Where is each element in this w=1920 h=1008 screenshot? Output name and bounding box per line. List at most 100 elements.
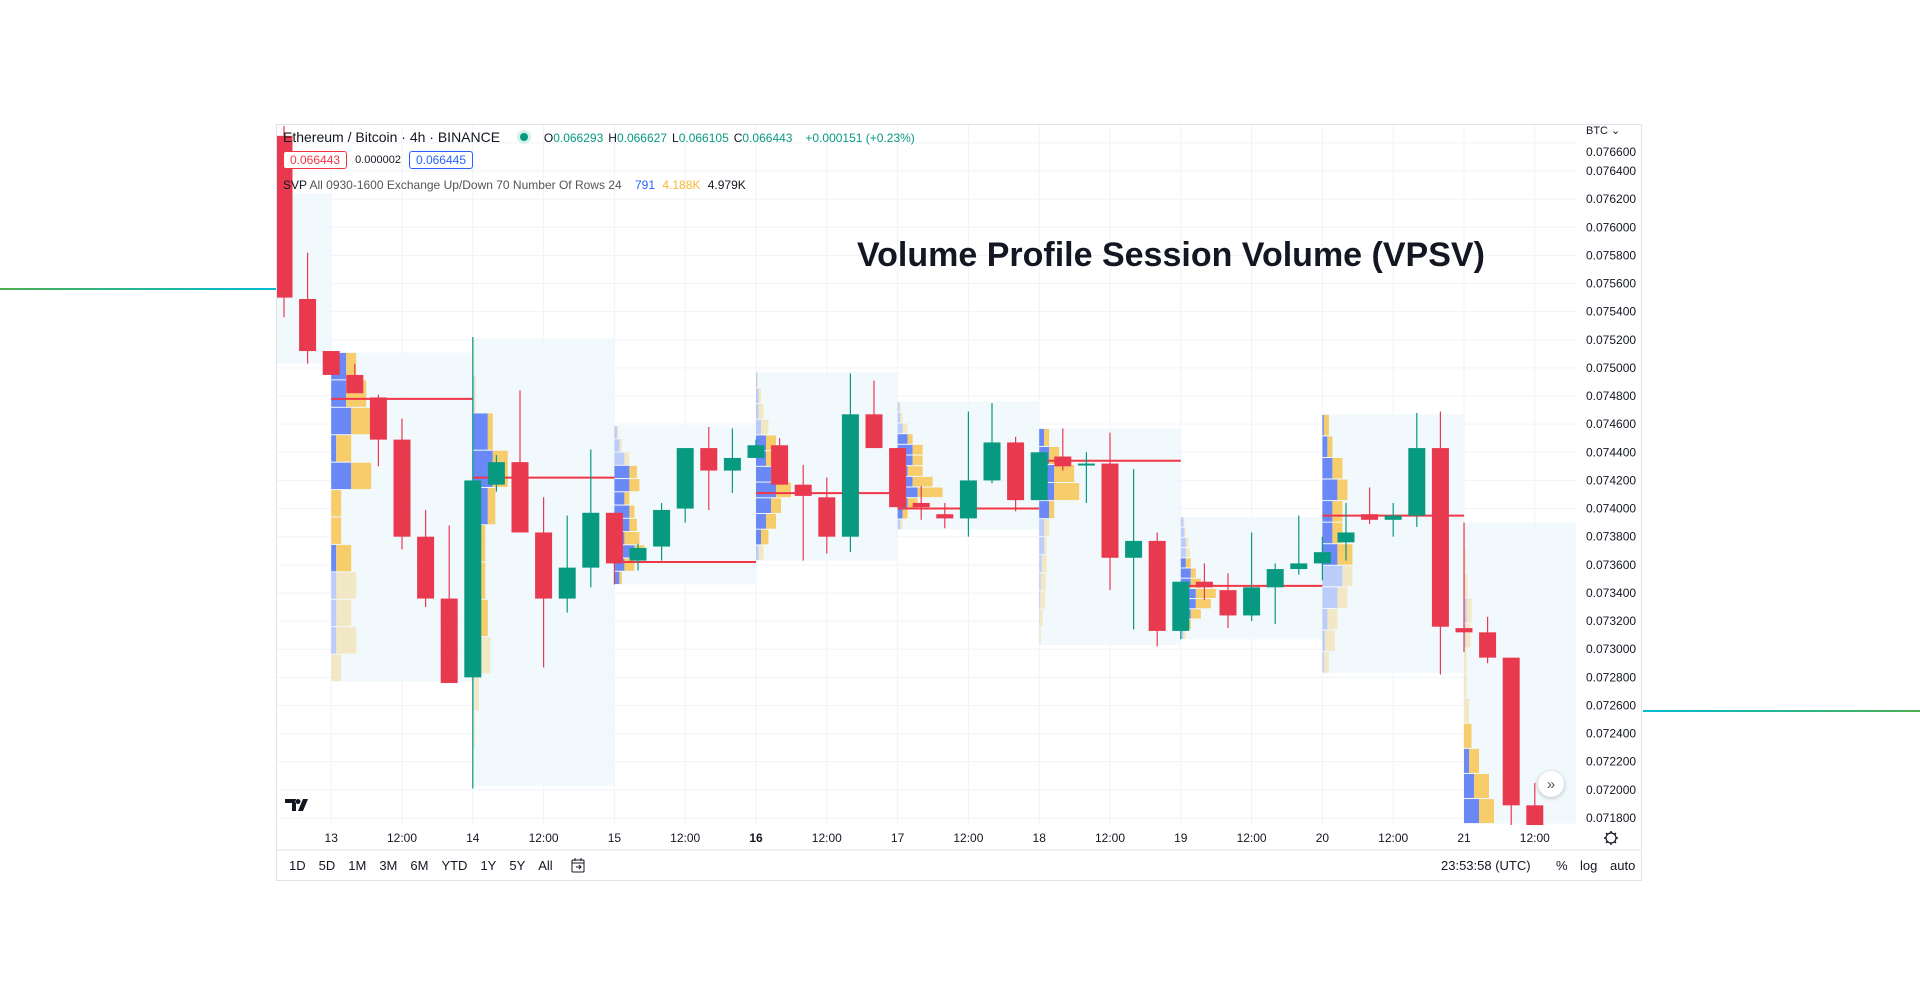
range-button-1y[interactable]: 1Y <box>480 858 497 873</box>
volume-row-down <box>1465 573 1468 598</box>
time-tick-label: 12:00 <box>953 831 983 845</box>
price-tick-label: 0.075200 <box>1586 333 1636 347</box>
tradingview-logo[interactable] <box>285 797 313 818</box>
session-box <box>277 193 332 364</box>
candle-body <box>487 462 505 485</box>
range-button-all[interactable]: All <box>538 858 553 873</box>
range-button-1d[interactable]: 1D <box>289 858 306 873</box>
price-axis[interactable]: 0.076600 0.076400 0.076200 0.076000 0.075800… <box>1586 145 1636 825</box>
candle-body <box>1030 452 1048 501</box>
volume-row-up <box>1180 537 1186 548</box>
goto-date-button[interactable] <box>570 857 586 879</box>
volume-row-down <box>477 599 488 637</box>
volume-row-down <box>629 505 635 518</box>
clock[interactable]: 23:53:58 (UTC) <box>1441 858 1531 873</box>
overlay-title: Volume Profile Session Volume (VPSV) <box>857 236 1485 274</box>
volume-row-down <box>1039 627 1041 645</box>
log-toggle[interactable]: log <box>1580 858 1598 873</box>
price-tick-label: 0.076400 <box>1586 164 1636 178</box>
volume-row-up <box>897 434 908 444</box>
indicator-legend[interactable]: SVP All 0930-1600 Exchange Up/Down 70 Nu… <box>283 178 746 192</box>
volume-row-down <box>899 402 901 412</box>
volume-row-down <box>1464 723 1472 748</box>
volume-row-up <box>1039 519 1045 537</box>
ohlc-key: C <box>733 131 743 145</box>
volume-row-down <box>1323 414 1329 436</box>
range-button-3m[interactable]: 3M <box>379 858 398 873</box>
volume-row-down <box>624 492 630 505</box>
time-tick-label: 19 <box>1174 831 1188 845</box>
time-tick-label: 15 <box>608 831 622 845</box>
ohlc-key: H <box>608 131 617 145</box>
volume-row-down <box>912 444 923 455</box>
volume-row-up <box>614 465 630 479</box>
price-tick-label: 0.072000 <box>1586 783 1636 797</box>
volume-row-up <box>331 435 337 462</box>
volume-row-up <box>1322 522 1333 544</box>
candle-body <box>1502 657 1520 806</box>
range-button-ytd[interactable]: YTD <box>441 858 468 873</box>
candle-body <box>322 351 340 375</box>
volume-row-up <box>897 402 900 412</box>
candle-body <box>464 480 482 678</box>
range-button-5y[interactable]: 5Y <box>509 858 526 873</box>
volume-row-down <box>1464 673 1467 698</box>
volume-row-down <box>336 572 357 599</box>
volume-row-down <box>1464 698 1469 723</box>
volume-row-up <box>1180 629 1184 639</box>
range-button-6m[interactable]: 6M <box>410 858 429 873</box>
price-tick-label: 0.072600 <box>1586 698 1636 712</box>
volume-row-up <box>756 372 757 388</box>
indicator-down-volume: 4.188K <box>662 178 701 192</box>
time-axis[interactable]: 13 12:00 14 12:00 15 12:00 16 12:00 17 12:00 18 12:… <box>325 831 1618 845</box>
time-tick-label: 12:00 <box>1237 831 1267 845</box>
volume-row-down <box>619 571 622 585</box>
volume-row-down <box>336 599 352 627</box>
time-tick-label: 13 <box>325 831 339 845</box>
volume-row-up <box>1039 609 1040 627</box>
currency-dropdown[interactable]: BTC ⌄ <box>1586 125 1621 137</box>
volume-row-up <box>1322 587 1338 608</box>
candle-body <box>1431 448 1449 627</box>
candle-body <box>511 462 529 533</box>
candle-body <box>936 514 954 519</box>
buy-price[interactable]: 0.066445 <box>408 151 474 169</box>
auto-toggle[interactable]: auto <box>1610 858 1636 873</box>
volume-row-down <box>1183 517 1185 527</box>
candle-body <box>417 536 435 599</box>
sell-price[interactable]: 0.066443 <box>283 151 348 169</box>
gear-icon[interactable] <box>1604 831 1618 845</box>
bid-ask-row: 0.066443 0.000002 0.066445 <box>283 151 474 169</box>
scroll-to-realtime-button[interactable]: » <box>1538 771 1564 797</box>
volume-row-up <box>331 544 337 572</box>
candle-body <box>582 512 600 568</box>
volume-row-down <box>1185 537 1189 548</box>
volume-row-up <box>756 435 766 451</box>
candle-body <box>912 502 930 508</box>
volume-row-down <box>1337 544 1353 565</box>
price-tick-label: 0.072800 <box>1586 670 1636 684</box>
percent-toggle[interactable]: % <box>1556 858 1568 873</box>
volume-row-down <box>1040 573 1046 591</box>
volume-row-up <box>331 572 337 599</box>
range-button-1m[interactable]: 1M <box>348 858 367 873</box>
price-tick-label: 0.075400 <box>1586 305 1636 319</box>
symbol-title[interactable]: Ethereum / Bitcoin · 4h · BINANCE <box>283 129 501 145</box>
time-tick-label: 14 <box>466 831 480 845</box>
volume-row-down <box>1049 501 1055 519</box>
volume-row-up <box>1039 428 1045 446</box>
volume-row-up <box>331 462 352 490</box>
volume-row-up <box>331 599 337 627</box>
volume-row-down <box>766 513 776 529</box>
candle-body <box>723 457 741 471</box>
volume-row-down <box>473 674 479 711</box>
candle-body <box>653 509 671 547</box>
volume-row-down <box>473 711 475 748</box>
volume-row-down <box>1342 565 1353 587</box>
volume-row-down <box>1190 578 1201 588</box>
volume-row-up <box>756 482 776 498</box>
volume-row-down <box>1040 591 1046 609</box>
candle-body <box>1384 515 1402 520</box>
range-button-5d[interactable]: 5D <box>318 858 336 873</box>
